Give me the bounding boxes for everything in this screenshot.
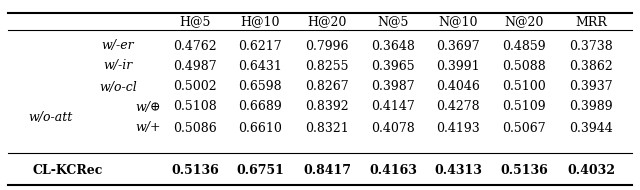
Text: w/-ir: w/-ir [104, 59, 132, 73]
Text: 0.5086: 0.5086 [173, 121, 217, 135]
Text: 0.8392: 0.8392 [305, 101, 349, 113]
Text: w/-er: w/-er [102, 40, 134, 52]
Text: 0.6217: 0.6217 [238, 40, 282, 52]
Text: 0.3862: 0.3862 [569, 59, 613, 73]
Text: N@10: N@10 [438, 16, 477, 28]
Text: 0.8255: 0.8255 [305, 59, 349, 73]
Text: 0.8267: 0.8267 [305, 81, 349, 93]
Text: 0.5088: 0.5088 [502, 59, 546, 73]
Text: 0.5136: 0.5136 [500, 164, 548, 177]
Text: 0.6431: 0.6431 [238, 59, 282, 73]
Text: 0.3991: 0.3991 [436, 59, 480, 73]
Text: 0.4147: 0.4147 [371, 101, 415, 113]
Text: 0.6751: 0.6751 [236, 164, 284, 177]
Text: 0.5136: 0.5136 [171, 164, 219, 177]
Text: 0.4278: 0.4278 [436, 101, 480, 113]
Text: H@5: H@5 [179, 16, 211, 28]
Text: 0.5108: 0.5108 [173, 101, 217, 113]
Text: 0.4859: 0.4859 [502, 40, 546, 52]
Text: 0.3738: 0.3738 [569, 40, 613, 52]
Text: 0.4032: 0.4032 [567, 164, 615, 177]
Text: 0.4313: 0.4313 [434, 164, 482, 177]
Text: 0.3989: 0.3989 [569, 101, 613, 113]
Text: 0.3987: 0.3987 [371, 81, 415, 93]
Text: 0.3937: 0.3937 [569, 81, 613, 93]
Text: H@10: H@10 [240, 16, 280, 28]
Text: CL-KCRec: CL-KCRec [33, 164, 103, 177]
Text: 0.4046: 0.4046 [436, 81, 480, 93]
Text: 0.4987: 0.4987 [173, 59, 217, 73]
Text: w/o-cl: w/o-cl [99, 81, 137, 93]
Text: 0.6598: 0.6598 [238, 81, 282, 93]
Text: MRR: MRR [575, 16, 607, 28]
Text: 0.8321: 0.8321 [305, 121, 349, 135]
Text: 0.5067: 0.5067 [502, 121, 546, 135]
Text: w/⊕: w/⊕ [135, 101, 161, 113]
Text: 0.3944: 0.3944 [569, 121, 613, 135]
Text: 0.4762: 0.4762 [173, 40, 217, 52]
Text: 0.6689: 0.6689 [238, 101, 282, 113]
Text: 0.3697: 0.3697 [436, 40, 480, 52]
Text: H@20: H@20 [307, 16, 347, 28]
Text: 0.8417: 0.8417 [303, 164, 351, 177]
Text: 0.5109: 0.5109 [502, 101, 546, 113]
Text: 0.4193: 0.4193 [436, 121, 480, 135]
Text: 0.5002: 0.5002 [173, 81, 217, 93]
Text: 0.6610: 0.6610 [238, 121, 282, 135]
Text: w/+: w/+ [135, 121, 161, 135]
Text: 0.3648: 0.3648 [371, 40, 415, 52]
Text: N@5: N@5 [378, 16, 409, 28]
Text: 0.5100: 0.5100 [502, 81, 546, 93]
Text: 0.4078: 0.4078 [371, 121, 415, 135]
Text: w/o-att: w/o-att [28, 111, 72, 124]
Text: 0.7996: 0.7996 [305, 40, 349, 52]
Text: N@20: N@20 [504, 16, 544, 28]
Text: 0.3965: 0.3965 [371, 59, 415, 73]
Text: 0.4163: 0.4163 [369, 164, 417, 177]
